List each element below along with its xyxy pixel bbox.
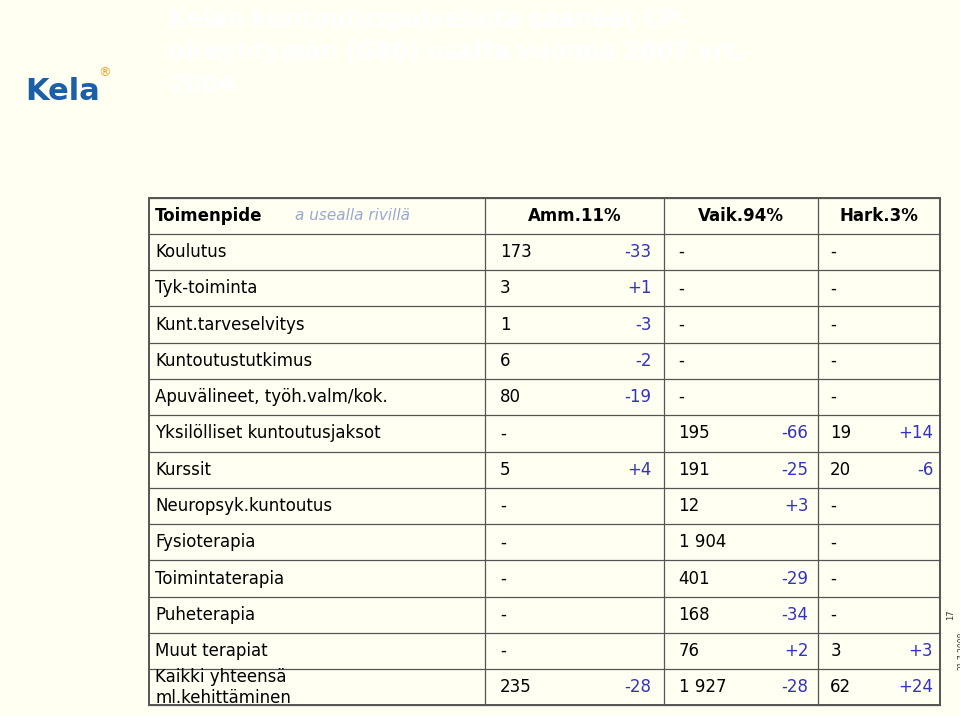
- Text: 3: 3: [500, 279, 511, 297]
- Text: +3: +3: [909, 642, 933, 660]
- Text: -: -: [830, 243, 836, 261]
- Text: 401: 401: [679, 569, 710, 588]
- Text: -: -: [679, 316, 684, 334]
- Text: -19: -19: [625, 388, 652, 406]
- Text: Apuvälineet, työh.valm/kok.: Apuvälineet, työh.valm/kok.: [156, 388, 388, 406]
- Text: 168: 168: [679, 606, 710, 624]
- Text: -28: -28: [625, 678, 652, 697]
- Text: 20: 20: [830, 460, 852, 479]
- Text: Koulutus: Koulutus: [156, 243, 227, 261]
- Text: ®: ®: [98, 66, 110, 79]
- Text: -: -: [500, 569, 506, 588]
- Text: -6: -6: [917, 460, 933, 479]
- Text: Vaik.94%: Vaik.94%: [698, 207, 784, 225]
- Text: -: -: [830, 569, 836, 588]
- Text: Amm.11%: Amm.11%: [528, 207, 621, 225]
- Text: Neuropsyk.kuntoutus: Neuropsyk.kuntoutus: [156, 497, 332, 515]
- Text: 235: 235: [500, 678, 532, 697]
- Text: 195: 195: [679, 425, 710, 442]
- Text: -29: -29: [781, 569, 808, 588]
- Text: +24: +24: [899, 678, 933, 697]
- Text: 76: 76: [679, 642, 700, 660]
- Text: -33: -33: [625, 243, 652, 261]
- Text: -: -: [830, 279, 836, 297]
- Text: -: -: [500, 497, 506, 515]
- Text: -25: -25: [781, 460, 808, 479]
- Text: -: -: [500, 533, 506, 551]
- Text: 21.7.2008: 21.7.2008: [957, 632, 960, 670]
- Text: Muut terapiat: Muut terapiat: [156, 642, 268, 660]
- Text: 1 904: 1 904: [679, 533, 726, 551]
- Text: -: -: [679, 388, 684, 406]
- Text: +3: +3: [783, 497, 808, 515]
- Text: -: -: [679, 279, 684, 297]
- Text: +14: +14: [899, 425, 933, 442]
- Text: -28: -28: [781, 678, 808, 697]
- Text: -: -: [679, 352, 684, 370]
- Text: -: -: [830, 316, 836, 334]
- Text: -2: -2: [636, 352, 652, 370]
- Text: -3: -3: [636, 316, 652, 334]
- Text: 173: 173: [500, 243, 532, 261]
- Text: Kaikki yhteensä
ml.kehittäminen: Kaikki yhteensä ml.kehittäminen: [156, 668, 291, 707]
- Text: -34: -34: [781, 606, 808, 624]
- Text: -: -: [830, 352, 836, 370]
- Text: +1: +1: [627, 279, 652, 297]
- Text: a usealla rivillä: a usealla rivillä: [295, 208, 410, 223]
- Text: Fysioterapia: Fysioterapia: [156, 533, 255, 551]
- Text: Puheterapia: Puheterapia: [156, 606, 255, 624]
- Text: Tyk-toiminta: Tyk-toiminta: [156, 279, 257, 297]
- Text: 6: 6: [500, 352, 511, 370]
- Text: -: -: [830, 533, 836, 551]
- Text: -: -: [830, 497, 836, 515]
- Text: -: -: [500, 642, 506, 660]
- Text: -: -: [830, 388, 836, 406]
- Text: 1 927: 1 927: [679, 678, 726, 697]
- Text: 12: 12: [679, 497, 700, 515]
- Text: Toimenpide: Toimenpide: [156, 207, 263, 225]
- Text: 1: 1: [500, 316, 511, 334]
- Text: Toimintaterapia: Toimintaterapia: [156, 569, 284, 588]
- Text: 19: 19: [830, 425, 852, 442]
- Text: 191: 191: [679, 460, 710, 479]
- Text: +4: +4: [628, 460, 652, 479]
- Text: Kunt.tarveselvitys: Kunt.tarveselvitys: [156, 316, 305, 334]
- Text: 62: 62: [830, 678, 852, 697]
- Text: -: -: [830, 606, 836, 624]
- Text: Hark.3%: Hark.3%: [839, 207, 919, 225]
- Text: Yksilölliset kuntoutusjaksot: Yksilölliset kuntoutusjaksot: [156, 425, 381, 442]
- Text: +2: +2: [783, 642, 808, 660]
- Text: -: -: [500, 606, 506, 624]
- Text: Kelan kuntoutuspalveluita saaneet CP-
oireyhtymän (G80) osalta vuonna 2007 vrt.
: Kelan kuntoutuspalveluita saaneet CP- oi…: [169, 8, 745, 97]
- Text: Kela: Kela: [25, 77, 100, 105]
- Text: -66: -66: [781, 425, 808, 442]
- Text: 17: 17: [947, 609, 955, 620]
- Text: 5: 5: [500, 460, 511, 479]
- Text: Kurssit: Kurssit: [156, 460, 211, 479]
- Text: 3: 3: [830, 642, 841, 660]
- Text: -: -: [679, 243, 684, 261]
- Text: -: -: [500, 425, 506, 442]
- Text: 80: 80: [500, 388, 521, 406]
- Text: Kuntoutustutkimus: Kuntoutustutkimus: [156, 352, 313, 370]
